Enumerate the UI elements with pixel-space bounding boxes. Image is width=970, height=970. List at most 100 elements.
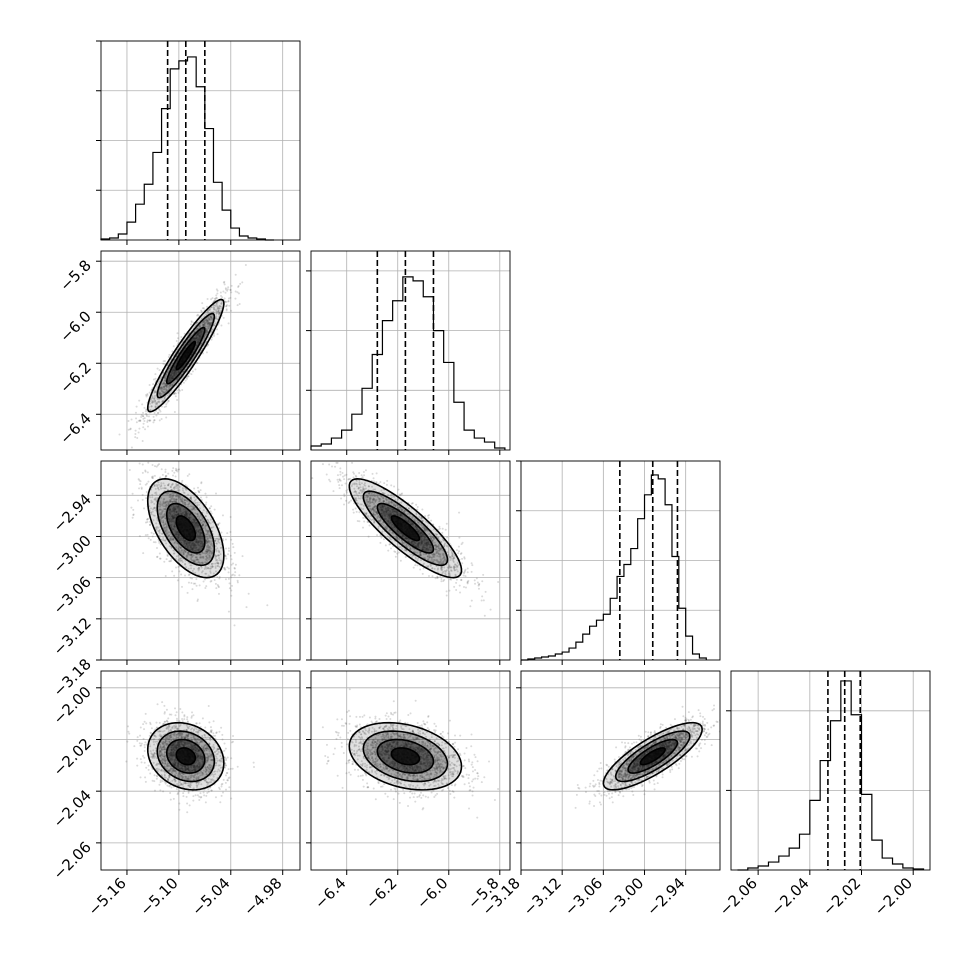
sample-point [191, 727, 194, 730]
sample-point [161, 473, 164, 476]
sample-point [158, 721, 161, 724]
sample-point [173, 520, 176, 523]
sample-point [171, 370, 174, 373]
sample-point [204, 334, 207, 337]
sample-point [229, 554, 232, 557]
sample-point [162, 502, 165, 505]
sample-point [197, 340, 200, 343]
sample-point [171, 538, 174, 541]
sample-point [178, 720, 181, 723]
sample-point [185, 767, 188, 770]
sample-point [180, 783, 183, 786]
sample-point [168, 520, 171, 523]
sample-point [201, 758, 204, 761]
sample-point [160, 485, 163, 488]
sample-point [217, 764, 220, 767]
sample-point [192, 776, 195, 779]
sample-point [215, 288, 218, 291]
sample-point [184, 513, 187, 516]
sample-point [227, 322, 230, 325]
sample-point [197, 341, 200, 344]
sample-point [188, 725, 191, 728]
sample-point [164, 507, 167, 510]
sample-point [193, 769, 196, 772]
sample-point [158, 393, 161, 396]
sample-point [209, 567, 212, 570]
sample-point [177, 763, 180, 766]
sample-point [230, 741, 233, 744]
sample-point [217, 540, 220, 543]
sample-point [237, 292, 240, 295]
sample-point [122, 457, 124, 459]
sample-point [156, 519, 159, 522]
sample-point [156, 398, 159, 401]
sample-point [171, 375, 174, 378]
sample-point [209, 786, 212, 789]
sample-point [172, 752, 175, 755]
sample-point [158, 552, 161, 555]
sample-point [165, 487, 168, 490]
sample-point [217, 539, 220, 542]
sample-point [219, 553, 222, 556]
sample-point [189, 745, 192, 748]
sample-point [176, 513, 179, 516]
sample-point [162, 508, 165, 511]
sample-point [139, 483, 142, 486]
sample-point [224, 300, 227, 303]
sample-point [201, 352, 204, 355]
sample-point [205, 585, 208, 588]
sample-point [192, 543, 195, 546]
sample-point [159, 755, 162, 758]
sample-point [216, 747, 219, 750]
sample-point [196, 755, 199, 758]
sample-point [187, 727, 190, 730]
sample-point [162, 487, 165, 490]
sample-point [210, 764, 213, 767]
sample-point [189, 743, 192, 746]
sample-point [181, 549, 184, 552]
sample-point [205, 555, 208, 558]
sample-point [171, 482, 174, 485]
sample-point [199, 334, 202, 337]
sample-point [211, 520, 214, 523]
sample-point [162, 740, 165, 743]
sample-point [172, 516, 175, 519]
contour-line [156, 312, 216, 399]
sample-point [210, 754, 213, 757]
sample-point [217, 309, 220, 312]
sample-point [196, 337, 199, 340]
sample-point [218, 730, 221, 733]
sample-point [217, 312, 220, 315]
sample-point [227, 299, 230, 302]
sample-point [224, 287, 227, 290]
sample-point [161, 383, 164, 386]
sample-point [142, 755, 145, 758]
sample-point [200, 556, 203, 559]
sample-point [198, 748, 201, 751]
sample-point [209, 550, 212, 553]
sample-point [180, 766, 183, 769]
sample-point [236, 581, 239, 584]
sample-point [170, 547, 173, 550]
sample-point [208, 764, 211, 767]
sample-point [205, 320, 208, 323]
sample-point [178, 725, 181, 728]
sample-point [153, 506, 156, 509]
sample-point [153, 396, 156, 399]
sample-point [213, 308, 216, 311]
sample-point [197, 530, 200, 533]
sample-point [151, 396, 154, 399]
sample-point [178, 731, 181, 734]
sample-point [203, 320, 206, 323]
sample-point [174, 487, 177, 490]
sample-point [203, 336, 206, 339]
sample-point [200, 481, 203, 484]
sample-point [195, 344, 198, 347]
sample-point [165, 405, 168, 408]
sample-point [196, 340, 199, 343]
sample-point [191, 547, 194, 550]
sample-point [164, 475, 167, 478]
sample-point [193, 768, 196, 771]
marks-layer [100, 41, 925, 871]
sample-point [175, 788, 178, 791]
